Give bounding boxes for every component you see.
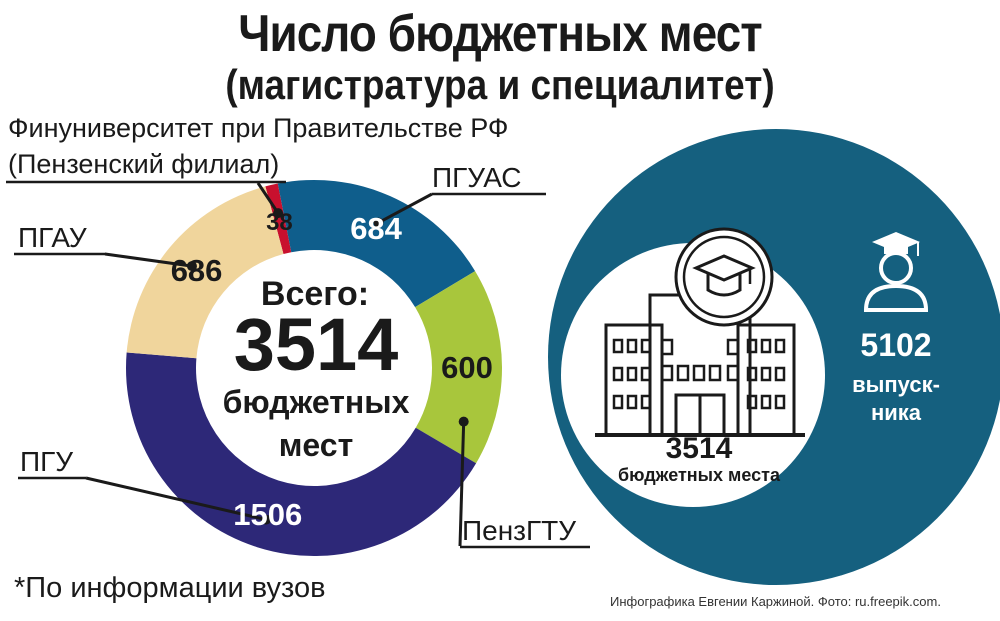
label-pgu: ПГУ — [20, 446, 74, 477]
chart-title: Число бюджетных мест — [238, 5, 762, 63]
label-pgau: ПГАУ — [18, 222, 87, 253]
leader-dot — [273, 208, 284, 219]
slice-value-label: 1506 — [233, 497, 302, 532]
footnote: *По информации вузов — [14, 572, 326, 604]
leader-lines — [85, 182, 469, 547]
chart-subtitle: (магистратура и специалитет) — [225, 61, 775, 108]
leader-line — [85, 476, 267, 522]
donut-slice — [277, 180, 476, 308]
infographic-panel: 3514 бюджетных места 5102 выпуск- ника — [548, 129, 1000, 585]
donut-slice — [126, 186, 284, 359]
label-finuniversitet-line2: (Пензенский филиал) — [8, 149, 280, 179]
center-label-top: Всего: — [261, 275, 369, 313]
places-value: 3514 — [666, 432, 733, 465]
leader-dot — [186, 261, 197, 272]
center-total: 3514 — [234, 303, 399, 386]
graduates-value: 5102 — [860, 327, 931, 363]
slice-value-label: 686 — [171, 253, 223, 288]
graduates-label-line1: выпуск- — [852, 372, 940, 397]
graduation-cap-badge-icon — [674, 227, 774, 327]
center-text: Всего: 3514 бюджетных мест — [223, 275, 410, 463]
donut-slice — [415, 271, 502, 464]
graduates-label-line2: ника — [871, 400, 922, 425]
leader-dot — [373, 217, 384, 228]
donut-chart — [126, 180, 502, 556]
donut-slice — [126, 352, 477, 556]
slice-value-label: 600 — [441, 350, 493, 385]
leader-line — [256, 182, 280, 214]
leader-line — [377, 192, 433, 224]
leader-line — [458, 421, 466, 547]
label-finuniversitet-line1: Финуниверситет при Правительстве РФ — [8, 113, 509, 143]
label-underlines — [6, 180, 590, 549]
university-building-icon — [595, 293, 805, 437]
leader-dot — [260, 514, 271, 525]
graduate-person-icon — [863, 232, 929, 312]
center-label-line2: бюджетных — [223, 384, 410, 420]
credit-line: Инфографика Евгении Каржиной. Фото: ru.f… — [610, 594, 941, 609]
label-pguas: ПГУАС — [432, 162, 522, 193]
places-label: бюджетных места — [618, 465, 781, 485]
leader-line — [104, 252, 193, 268]
slice-values: 38 684 600 1506 686 — [171, 209, 493, 532]
leader-dot — [458, 416, 469, 427]
slice-value-label: 684 — [350, 211, 402, 246]
slice-value-label: 38 — [266, 209, 293, 236]
label-penzgtu: ПензГТУ — [462, 515, 577, 546]
center-label-line3: мест — [279, 427, 354, 463]
